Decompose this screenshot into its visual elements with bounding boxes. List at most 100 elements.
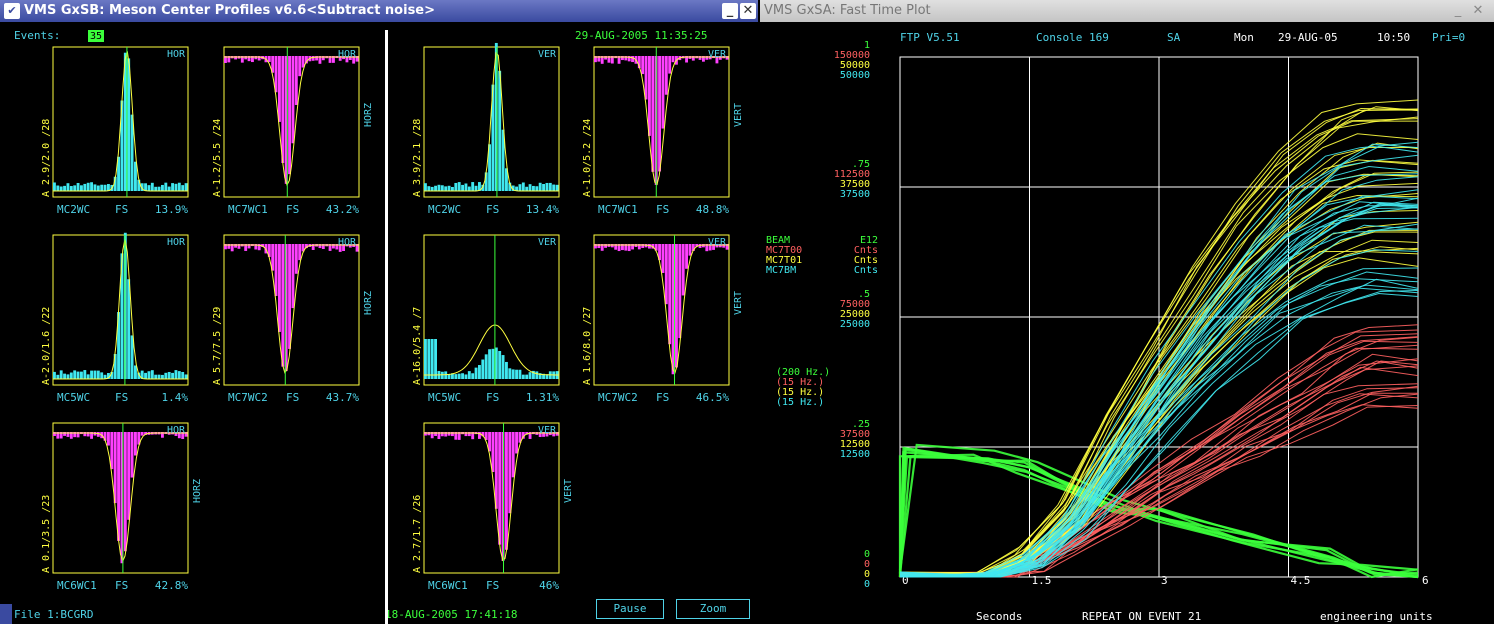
histogram-bar <box>528 432 532 439</box>
histogram-bar <box>447 185 451 191</box>
left-window-title: VMS GxSB: Meson Center Profiles v6.6<Sub… <box>24 3 436 18</box>
left-title-bar[interactable]: ✔ VMS GxSB: Meson Center Profiles v6.6<S… <box>0 0 758 22</box>
histogram-bar <box>113 176 117 191</box>
histogram-bar <box>491 432 495 473</box>
histogram-bar <box>244 56 248 60</box>
histogram-bar <box>705 244 709 252</box>
histogram-bar <box>688 244 692 256</box>
series-line-mc7t00 <box>899 405 1419 578</box>
window-menu-icon[interactable]: ✔ <box>4 3 20 19</box>
histogram-bar <box>467 432 471 437</box>
histogram-bar <box>348 244 352 248</box>
bottom-strip <box>0 604 12 624</box>
panel-detector-name: MC7WC1 <box>598 203 638 216</box>
histogram-bar <box>93 432 97 436</box>
histogram-bar <box>83 370 87 379</box>
histogram-bar <box>597 56 601 62</box>
close-icon[interactable]: ✕ <box>740 3 756 19</box>
histogram-bar <box>321 244 325 249</box>
histogram-bar <box>267 56 271 62</box>
histogram-bar <box>271 244 275 271</box>
histogram-bar <box>69 432 73 439</box>
histogram-bar <box>338 244 342 252</box>
histogram-bar <box>134 161 137 191</box>
series-line-mc7bm <box>900 143 1419 578</box>
events-value-box <box>88 30 104 42</box>
series-line-mc7t01 <box>899 120 1419 578</box>
events-value: 35 <box>90 31 102 42</box>
histogram-bar <box>355 244 359 252</box>
profile-panel-p6: HOR A 5.7/7.5 /29 HORZ MC7WC2 FS 43.7% <box>212 234 374 404</box>
histogram-bar <box>617 56 621 64</box>
panel-detector-name: MC6WC1 <box>57 579 97 592</box>
histogram-bar <box>164 182 168 191</box>
histogram-bar <box>515 432 518 454</box>
legend-rate: (15 Hz.) <box>776 387 824 398</box>
minimize-icon[interactable]: _ <box>722 3 738 19</box>
histogram-bar <box>96 432 100 437</box>
histogram-bar <box>457 182 461 191</box>
console-label: Console 169 <box>1036 31 1109 44</box>
histogram-bar <box>144 432 147 435</box>
histogram-bar <box>107 432 110 446</box>
ftp-version: FTP V5.51 <box>900 31 960 44</box>
zoom-button[interactable]: Zoom <box>676 599 750 619</box>
histogram-bar <box>234 56 237 60</box>
fit-curve <box>53 238 188 380</box>
x-tick-label: 6 <box>1422 574 1429 587</box>
histogram-bar <box>664 244 668 305</box>
histogram-bar <box>548 432 552 436</box>
histogram-bar <box>224 244 227 250</box>
pause-button[interactable]: Pause <box>596 599 664 619</box>
histogram-bar <box>107 373 110 379</box>
histogram-bar <box>478 365 481 379</box>
histogram-bar <box>90 432 93 439</box>
right-title-bar[interactable]: VMS GxSA: Fast Time Plot _ ✕ <box>760 0 1494 22</box>
histogram-bar <box>671 56 675 63</box>
scale-value: 150000 <box>834 50 870 61</box>
histogram-bar <box>538 373 542 379</box>
histogram-bar <box>174 432 178 436</box>
histogram-bar <box>725 56 729 60</box>
fit-curve <box>424 51 559 192</box>
histogram-bar <box>515 186 518 191</box>
histogram-bar <box>288 56 291 175</box>
histogram-bar <box>117 156 120 191</box>
histogram-bar <box>342 56 345 60</box>
histogram-bar <box>76 432 80 438</box>
panel-separator <box>385 30 388 624</box>
scale-value: 25000 <box>840 319 870 330</box>
panel-frame <box>223 46 360 198</box>
histogram-bar <box>315 56 318 61</box>
histogram-bar <box>281 244 285 367</box>
histogram-bar <box>73 185 77 191</box>
close-icon[interactable]: ✕ <box>1472 3 1484 18</box>
histogram-bar <box>597 244 601 249</box>
right-window-title: VMS GxSA: Fast Time Plot <box>764 3 931 18</box>
profile-panel-p9: HOR A 0.1/3.5 /23 HORZ MC6WC1 FS 42.8% <box>41 422 203 592</box>
histogram-bar <box>137 432 141 445</box>
legend-rate: (15 Hz.) <box>776 397 824 408</box>
histogram-bar <box>157 374 161 379</box>
fast-time-plot-window: VMS GxSA: Fast Time Plot _ ✕ FTP V5.51 C… <box>760 0 1494 624</box>
histogram-bar <box>174 183 178 191</box>
x-tick-label: 1.5 <box>1032 574 1052 587</box>
minimize-icon[interactable]: _ <box>1454 3 1462 18</box>
panel-frame <box>593 234 730 386</box>
histogram-bar <box>451 432 454 437</box>
histogram-bar <box>474 367 478 379</box>
histogram-bar <box>548 182 552 191</box>
series-line-mc7bm <box>899 173 1419 576</box>
histogram-bar <box>478 432 481 439</box>
histogram-bar <box>471 182 475 191</box>
histogram-bar <box>685 56 688 63</box>
histogram-bar <box>137 179 141 191</box>
histogram-bar <box>76 182 80 191</box>
histogram-bar <box>332 244 335 249</box>
panel-fs-label: FS <box>486 579 499 592</box>
histogram-bar <box>261 244 264 247</box>
histogram-bar <box>338 56 342 61</box>
histogram-bar <box>515 369 518 379</box>
histogram-bar <box>240 56 244 63</box>
histogram-bar <box>461 373 464 379</box>
